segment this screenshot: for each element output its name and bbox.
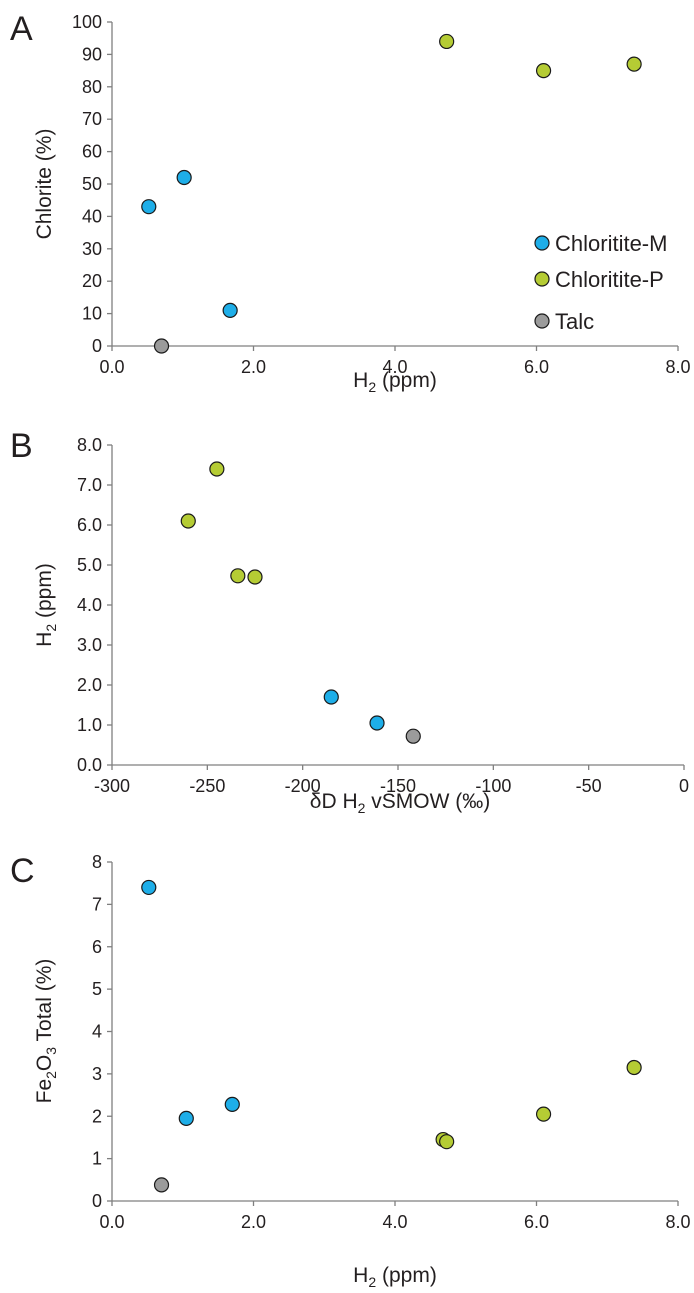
panel-a-y-tick-label: 80	[82, 77, 102, 97]
panel-a-y-tick-label: 60	[82, 142, 102, 162]
panel-b-x-tick-label: -200	[285, 776, 321, 796]
panel-b-y-tick-label: 8.0	[77, 435, 102, 455]
legend-marker-chloritite-p	[534, 271, 550, 287]
panel-b-plot: 0.0 1.0 2.0 3.0 4.0 5.0 6.0 7.0 8.0 -300 -250 -200…	[33, 435, 689, 816]
panel-c-y-tick-label: 8	[92, 852, 102, 872]
panel-b-x-tick-label: -50	[576, 776, 602, 796]
panel-c-point-talc	[153, 1177, 170, 1193]
panel-b-x-tick-label: -150	[380, 776, 416, 796]
legend-label-chloritite-m: Chloritite-M	[555, 231, 667, 256]
panel-a-y-label: Chlorite (%)	[33, 129, 56, 240]
panel-a-x-tick-label: 6.0	[524, 357, 549, 377]
panel-a-x-tick-label: 2.0	[241, 357, 266, 377]
panel-a-y-tick-label: 50	[82, 174, 102, 194]
panel-b-y-tick-label: 7.0	[77, 475, 102, 495]
panel-b-point-chloritite-m	[369, 715, 385, 731]
panel-c-point-chloritite-p	[626, 1059, 642, 1076]
panel-a-x-tick-label: 4.0	[382, 357, 407, 377]
panel-c-y-tick-label: 2	[92, 1106, 102, 1126]
panel-c-x-tick-label: 2.0	[241, 1212, 266, 1232]
panel-c-point-chloritite-m	[224, 1096, 240, 1112]
panel-b-point-chloritite-m	[323, 689, 339, 705]
panel-letter-b: B	[10, 427, 33, 465]
panel-a-y-tick-label: 20	[82, 271, 102, 291]
panel-b-y-tick-label: 5.0	[77, 555, 102, 575]
legend-label-talc: Talc	[555, 309, 594, 334]
panel-c-x-tick-label: 6.0	[524, 1212, 549, 1232]
panel-c-point-chloritite-m	[141, 879, 157, 896]
panel-b-y-tick-label: 4.0	[77, 595, 102, 615]
panel-b-y-tick-label: 0.0	[77, 755, 102, 775]
panel-c-x-tick-label: 4.0	[382, 1212, 407, 1232]
panel-a-y-tick-label: 100	[72, 12, 102, 32]
panel-a-point-chloritite-m	[222, 302, 238, 318]
panel-b-y-tick-label: 6.0	[77, 515, 102, 535]
panel-a-point-chloritite-p	[439, 33, 455, 50]
panel-b-point-chloritite-p	[230, 568, 246, 584]
panel-c-y-tick-label: 6	[92, 937, 102, 957]
panel-a-plot: 0 10 20 30 40 50 60 70 80 90 100 0.0 2.0 4.0 6.0 8.0 H…	[33, 12, 691, 395]
panel-c-y-tick-label: 3	[92, 1064, 102, 1084]
panel-c-y-tick-label: 5	[92, 979, 102, 999]
panel-a-point-chloritite-m	[176, 169, 192, 186]
panel-c-y-tick-label: 7	[92, 894, 102, 914]
panel-c-y-tick-label: 1	[92, 1149, 102, 1169]
panel-c-point-chloritite-p	[439, 1134, 455, 1150]
panel-a-point-talc	[153, 338, 170, 354]
panel-c-point-chloritite-m	[178, 1110, 194, 1126]
panel-a-y-tick-label: 40	[82, 206, 102, 226]
panel-c-x-tick-label: 8.0	[665, 1212, 690, 1232]
panel-b-x-tick-label: -250	[189, 776, 225, 796]
panel-c-y-tick-label: 4	[92, 1022, 102, 1042]
panel-c-x-label: H2 (ppm)	[353, 1264, 437, 1290]
panel-b-x-tick-label: 0	[679, 776, 689, 796]
panel-b-x-label: δD H2 vSMOW (‰)	[310, 790, 490, 816]
panel-a-y-tick-label: 70	[82, 109, 102, 129]
panel-letter-c: C	[10, 852, 35, 890]
panel-c-y-tick-label: 0	[92, 1191, 102, 1211]
panel-a-y-tick-label: 10	[82, 304, 102, 324]
panel-a-x-label: H2 (ppm)	[353, 369, 437, 395]
panel-b-point-chloritite-p	[247, 569, 263, 585]
panel-b-point-chloritite-p	[180, 513, 196, 529]
panel-b-x-tick-label: -300	[94, 776, 130, 796]
panel-letter-a: A	[10, 10, 33, 48]
panel-b-y-tick-label: 1.0	[77, 715, 102, 735]
panel-a-y-tick-label: 0	[92, 336, 102, 356]
panel-b-point-talc	[405, 728, 421, 744]
panel-c-point-chloritite-p	[535, 1106, 552, 1122]
panel-c-x-tick-label: 0.0	[99, 1212, 124, 1232]
legend-marker-chloritite-m	[534, 235, 550, 251]
panel-b-point-chloritite-p	[209, 461, 225, 477]
panel-a-point-chloritite-m	[141, 199, 157, 215]
panel-a-y-tick-label: 90	[82, 44, 102, 64]
panel-b-y-label: H2 (ppm)	[33, 563, 59, 647]
panel-a-x-tick-label: 0.0	[99, 357, 124, 377]
legend: Chloritite-M Chloritite-P Talc	[534, 231, 667, 334]
legend-marker-talc	[534, 313, 550, 329]
panel-b-y-tick-label: 2.0	[77, 675, 102, 695]
panel-c-plot: 0 1 2 3 4 5 6 7 8 0.0 2.0 4.0 6.0 8.0 H2 (ppm) Fe2O3…	[33, 852, 691, 1290]
panel-a-x-tick-label: 8.0	[665, 357, 690, 377]
panel-c-y-label: Fe2O3 Total (%)	[33, 959, 59, 1104]
panel-a-y-tick-label: 30	[82, 239, 102, 259]
panel-b-x-tick-label: -100	[475, 776, 511, 796]
legend-label-chloritite-p: Chloritite-P	[555, 267, 664, 292]
panel-a-point-chloritite-p	[535, 62, 552, 79]
panel-a-point-chloritite-p	[626, 56, 642, 72]
panel-b-y-tick-label: 3.0	[77, 635, 102, 655]
